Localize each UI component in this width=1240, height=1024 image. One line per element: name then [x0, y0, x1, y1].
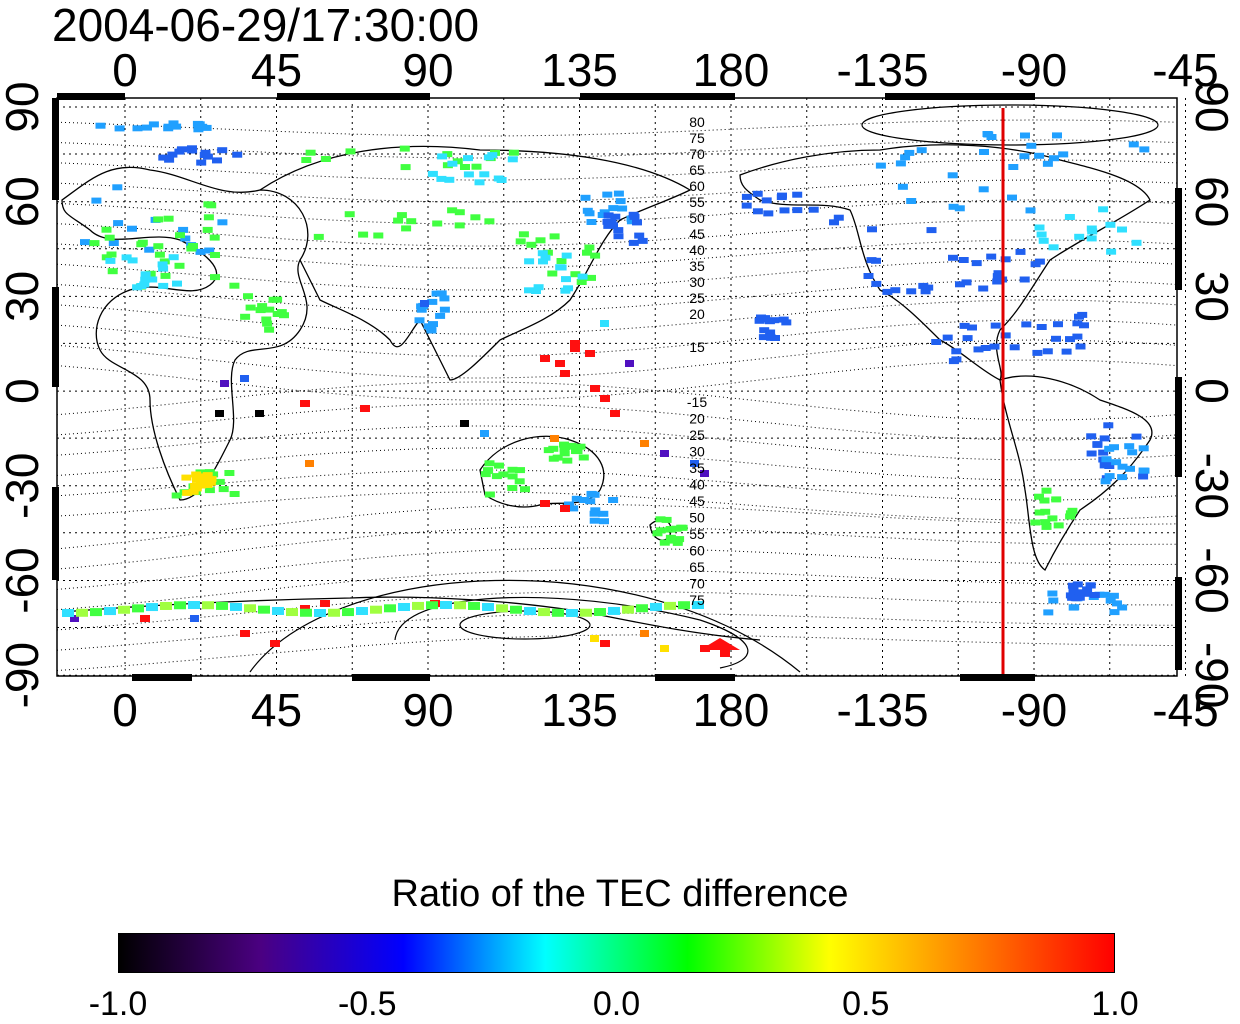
contour-label: 35 — [689, 258, 705, 274]
contour-label: 70 — [689, 146, 705, 162]
colorbar-tick-label: 0.0 — [567, 984, 667, 1024]
lon-tick-bottom: -135 — [836, 684, 928, 736]
contour-label: 60 — [689, 543, 705, 559]
lat-tick-right: 0 — [1186, 378, 1238, 404]
lon-tick-bottom: 45 — [251, 684, 302, 736]
lon-tick-top: 45 — [251, 44, 302, 96]
colorbar-title: Ratio of the TEC difference — [0, 872, 1240, 916]
contour-label: 60 — [689, 178, 705, 194]
lon-tick-bottom: -90 — [1001, 684, 1067, 736]
colorbar-tick-label: -0.5 — [317, 984, 417, 1024]
lat-tick-right: 60 — [1186, 176, 1238, 227]
contour-label: 65 — [689, 559, 705, 575]
contour-label: 55 — [689, 194, 705, 210]
contour-label: 45 — [689, 226, 705, 242]
colorbar — [118, 933, 1115, 973]
contour-label: 55 — [689, 526, 705, 542]
lon-tick-bottom: 180 — [693, 684, 770, 736]
contour-label: 65 — [689, 162, 705, 178]
contour-label: 30 — [689, 444, 705, 460]
tec-map: 0 45 90 135 180 -135 -90 -45 0 45 90 135 180 -135 -90… — [0, 0, 1240, 870]
contour-label: 25 — [689, 290, 705, 306]
contour-label: 40 — [689, 477, 705, 493]
lon-tick-top: 90 — [402, 44, 453, 96]
contour-label: 20 — [689, 411, 705, 427]
contour-label: 50 — [689, 210, 705, 226]
contour-label: 15 — [689, 339, 705, 355]
lon-tick-bottom: 135 — [541, 684, 618, 736]
lat-tick-right: -90 — [1186, 642, 1238, 708]
contour-label: 45 — [689, 493, 705, 509]
colorbar-tick-label: 1.0 — [1065, 984, 1165, 1024]
lat-tick-left: 90 — [0, 81, 48, 132]
lat-tick-left: -90 — [0, 642, 48, 708]
contour-label: 75 — [689, 592, 705, 608]
contour-label: 70 — [689, 576, 705, 592]
contour-label: 40 — [689, 242, 705, 258]
lat-tick-left: -60 — [0, 547, 48, 613]
lat-ticks-left: 90 60 30 0 -30 -60 -90 — [0, 81, 48, 708]
lon-tick-bottom: 0 — [112, 684, 138, 736]
colorbar-tick-label: 0.5 — [816, 984, 916, 1024]
lon-tick-top: 0 — [112, 44, 138, 96]
lat-tick-right: 30 — [1186, 271, 1238, 322]
contour-label: 50 — [689, 510, 705, 526]
contour-label: 20 — [689, 306, 705, 322]
contour-label: 35 — [689, 460, 705, 476]
lat-tick-right: -60 — [1186, 547, 1238, 613]
contour-label: 80 — [689, 114, 705, 130]
lon-tick-top: -135 — [836, 44, 928, 96]
lat-tick-left: -30 — [0, 453, 48, 519]
lat-tick-right: 90 — [1186, 81, 1238, 132]
lat-tick-left: 0 — [0, 378, 48, 404]
contour-label: 75 — [689, 130, 705, 146]
lon-tick-top: 135 — [541, 44, 618, 96]
contour-label: 25 — [689, 427, 705, 443]
lon-ticks-bottom: 0 45 90 135 180 -135 -90 -45 — [112, 684, 1219, 736]
lat-tick-right: -30 — [1186, 453, 1238, 519]
lon-ticks-top: 0 45 90 135 180 -135 -90 -45 — [112, 44, 1219, 96]
lat-tick-left: 60 — [0, 176, 48, 227]
contour-label: 30 — [689, 274, 705, 290]
lon-tick-top: -90 — [1001, 44, 1067, 96]
lon-tick-top: 180 — [693, 44, 770, 96]
lat-ticks-right: 90 60 30 0 -30 -60 -90 — [1186, 81, 1238, 708]
lat-tick-left: 30 — [0, 271, 48, 322]
colorbar-tick-label: -1.0 — [68, 984, 168, 1024]
contour-label: -15 — [687, 394, 707, 410]
lon-tick-bottom: 90 — [402, 684, 453, 736]
